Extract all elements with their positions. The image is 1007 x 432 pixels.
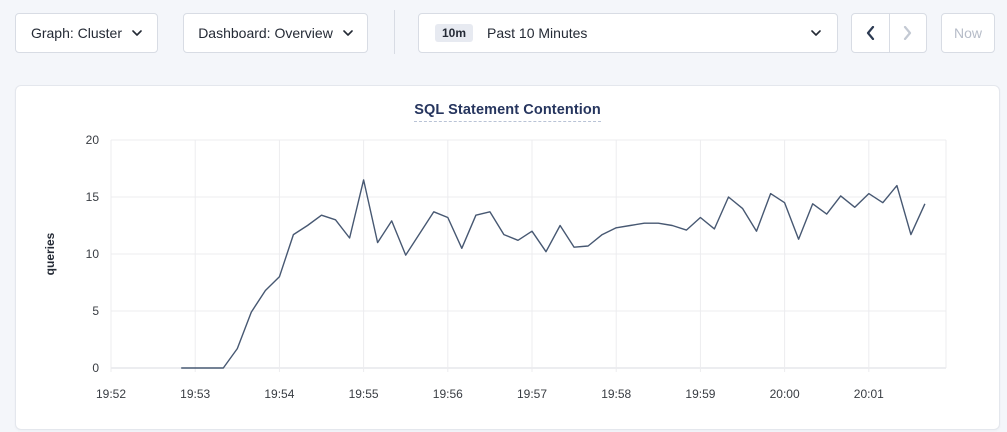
chevron-down-icon: [132, 30, 142, 36]
svg-text:19:52: 19:52: [96, 387, 126, 401]
svg-text:20: 20: [86, 133, 100, 147]
time-range-label: Past 10 Minutes: [487, 25, 588, 41]
svg-text:20:01: 20:01: [854, 387, 884, 401]
svg-text:19:57: 19:57: [517, 387, 547, 401]
now-button[interactable]: Now: [941, 13, 995, 53]
prev-time-button[interactable]: [852, 14, 889, 52]
svg-text:5: 5: [92, 304, 99, 318]
svg-text:19:54: 19:54: [264, 387, 294, 401]
dashboard-dropdown-label: Dashboard: Overview: [198, 25, 333, 41]
chart-title-row: SQL Statement Contention: [16, 86, 999, 128]
graph-dropdown[interactable]: Graph: Cluster: [15, 13, 158, 53]
chevron-right-icon: [904, 26, 912, 40]
svg-text:15: 15: [86, 190, 100, 204]
time-range-badge: 10m: [435, 24, 474, 42]
time-nav-group: [851, 13, 927, 53]
chevron-down-icon: [811, 30, 821, 36]
chart-title[interactable]: SQL Statement Contention: [414, 102, 601, 122]
graph-dropdown-label: Graph: Cluster: [30, 25, 123, 41]
svg-text:20:00: 20:00: [770, 387, 800, 401]
dashboard-dropdown[interactable]: Dashboard: Overview: [183, 13, 368, 53]
next-time-button[interactable]: [888, 14, 927, 52]
svg-text:19:58: 19:58: [601, 387, 631, 401]
chart-card: SQL Statement Contention 0 5 10 15 20 19:52 19…: [15, 85, 1000, 430]
svg-text:19:59: 19:59: [685, 387, 715, 401]
sql-contention-chart: 0 5 10 15 20 19:52 19:53 19:54 19:55 19:56 19:57 19…: [43, 133, 947, 401]
toolbar-divider: [394, 10, 395, 54]
chevron-left-icon: [866, 26, 874, 40]
time-range-selector[interactable]: 10m Past 10 Minutes: [418, 13, 838, 53]
toolbar: Graph: Cluster Dashboard: Overview 10m P…: [0, 0, 1007, 70]
svg-text:10: 10: [86, 247, 100, 261]
svg-text:queries: queries: [43, 232, 57, 275]
chevron-down-icon: [343, 30, 353, 36]
svg-text:19:53: 19:53: [180, 387, 210, 401]
svg-text:19:56: 19:56: [433, 387, 463, 401]
svg-text:19:55: 19:55: [349, 387, 379, 401]
svg-text:0: 0: [92, 361, 99, 375]
